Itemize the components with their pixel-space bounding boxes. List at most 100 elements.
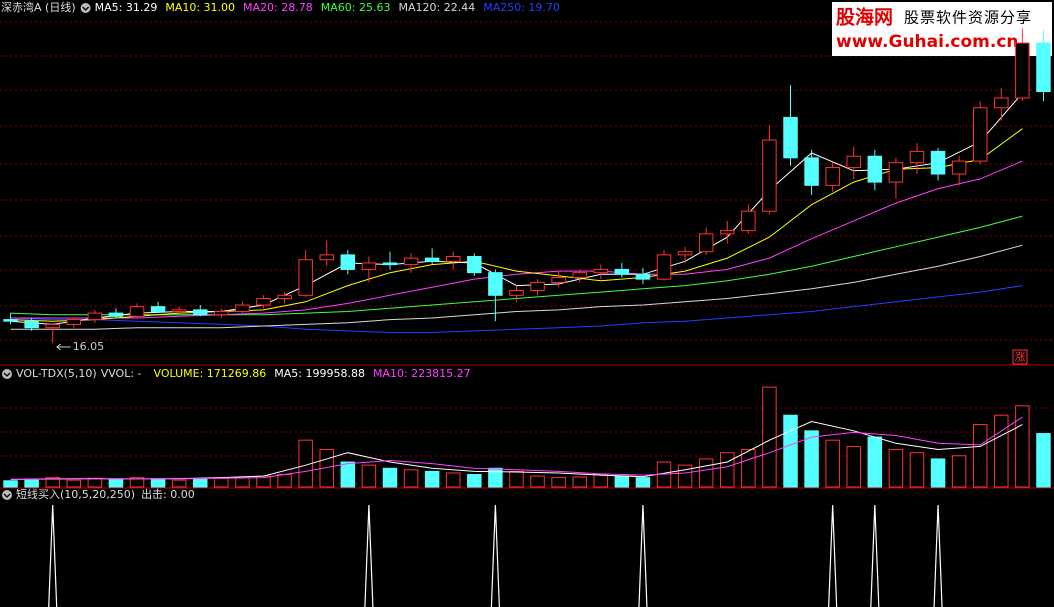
- volume-bar: [741, 449, 756, 488]
- legend-entry: MA60: 25.63: [321, 1, 391, 14]
- candle-body: [930, 150, 946, 175]
- candle-body: [129, 306, 145, 317]
- signal-spike: [638, 504, 648, 607]
- candle-body: [445, 255, 461, 262]
- volume-bar: [846, 445, 861, 488]
- candle-body: [698, 233, 714, 253]
- volume-bar: [150, 478, 166, 488]
- ma-line: [10, 160, 1023, 319]
- candle-body: [382, 262, 398, 266]
- annotation-arrow: [56, 343, 71, 351]
- panel-title: 短线买入(10,5,20,250): [16, 487, 135, 501]
- candle-body: [277, 294, 292, 300]
- signal-spike: [870, 504, 880, 607]
- candle-body: [720, 230, 735, 235]
- volume-bar: [66, 479, 82, 488]
- volume-bar: [424, 470, 440, 488]
- signal-spike: [490, 504, 500, 607]
- collapse-icon: [3, 493, 11, 498]
- legend-entry: MA120: 22.44: [398, 1, 475, 14]
- collapse-icon: [3, 372, 11, 377]
- collapse-icon: [80, 3, 91, 13]
- candle-body: [804, 157, 819, 186]
- candle-body: [256, 298, 271, 306]
- volume-bar: [698, 458, 714, 488]
- candle-body: [614, 268, 630, 275]
- watermark-slogan: 股票软件资源分享: [904, 9, 1032, 27]
- volume-bar: [909, 452, 925, 488]
- candle-body: [656, 254, 672, 280]
- legend-entry: 出击: 0.00: [141, 487, 195, 501]
- candle-body: [3, 319, 18, 322]
- candle-body: [572, 272, 587, 279]
- ma-line: [10, 416, 1023, 480]
- volume-bar: [129, 477, 145, 488]
- volume-bar: [509, 470, 524, 488]
- volume-bar: [1015, 405, 1030, 488]
- volume-bar: [235, 477, 250, 488]
- candle-body: [509, 289, 524, 296]
- volume-bar: [403, 469, 419, 488]
- volume-bar: [635, 477, 651, 488]
- volume-bar: [530, 475, 545, 488]
- panel-title: 深赤湾A (日线): [1, 0, 76, 14]
- volume-bar: [888, 449, 904, 488]
- candle-body: [1036, 42, 1051, 93]
- volume-bar: [24, 478, 39, 488]
- watermark-url: www.Guhai.com.cn: [836, 32, 1019, 52]
- signal-spike: [364, 504, 374, 607]
- legend-entry: MA250: 19.70: [483, 1, 560, 14]
- panel-title: VOL-TDX(5,10): [16, 367, 97, 380]
- volume-bar: [783, 414, 798, 488]
- annotation: 16.05: [73, 340, 105, 353]
- collapse-icon: [2, 490, 12, 500]
- candle-body: [846, 155, 861, 169]
- candle-body: [888, 162, 904, 183]
- collapse-icon: [2, 369, 12, 379]
- candle-body: [635, 273, 651, 280]
- candle-body: [424, 257, 440, 262]
- volume-bar: [214, 477, 229, 488]
- volume-bar: [994, 414, 1009, 488]
- candle-body: [551, 277, 566, 283]
- volume-bar: [1036, 433, 1051, 488]
- candle-body: [677, 251, 693, 256]
- volume-bar: [171, 479, 187, 488]
- candle-body: [108, 312, 124, 317]
- candle-body: [488, 272, 503, 296]
- ma-line: [10, 244, 1023, 330]
- volume-bar: [804, 430, 819, 488]
- collapse-icon: [82, 6, 90, 11]
- legend-entry: MA10: 31.00: [165, 1, 235, 14]
- volume-bar: [867, 436, 883, 488]
- volume-bar: [930, 458, 946, 488]
- legend-entry: MA20: 28.78: [243, 1, 313, 14]
- volume-bar: [45, 477, 60, 488]
- candle-body: [403, 257, 419, 266]
- badge: 涨: [1015, 351, 1026, 364]
- candle-body: [24, 320, 39, 329]
- volume-bar: [951, 455, 967, 488]
- candle-body: [825, 167, 840, 186]
- volume-bar: [467, 474, 482, 488]
- price-grid: [0, 21, 1054, 457]
- candle-body: [361, 262, 377, 270]
- candle-body: [909, 150, 925, 164]
- volume-bar: [572, 476, 587, 488]
- candle-body: [87, 312, 103, 321]
- volume-bar: [277, 474, 292, 488]
- candle-body: [298, 259, 313, 296]
- candle-body: [951, 160, 967, 175]
- legend-entry: MA5: 31.29: [95, 1, 158, 14]
- candle-body: [150, 306, 166, 312]
- volume-bar: [762, 386, 777, 488]
- legend-entry: MA5: 199958.88: [274, 367, 365, 380]
- candle-body: [1015, 42, 1030, 99]
- candle-body: [994, 97, 1009, 109]
- candle-body: [741, 210, 756, 232]
- candle-body: [214, 310, 229, 316]
- volume-bar: [361, 464, 377, 488]
- volume-bar: [87, 477, 103, 488]
- volume-bar: [382, 467, 398, 488]
